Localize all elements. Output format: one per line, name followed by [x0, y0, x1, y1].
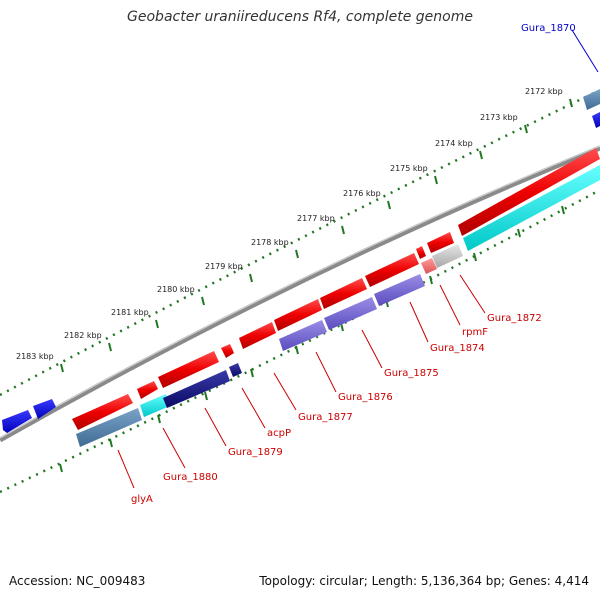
- genome-backbone-highlight: [0, 145, 600, 439]
- tick-label: 2174 kbp: [435, 139, 473, 148]
- inner-tick-mark: [250, 368, 254, 378]
- gene-gura1872-gray[interactable]: [432, 244, 463, 268]
- gene-acpP-red[interactable]: [221, 344, 234, 358]
- gene-gura1880-red[interactable]: [137, 381, 158, 399]
- gene-label[interactable]: Gura_1875: [384, 368, 439, 379]
- gene-labels: Gura_1872 rpmF Gura_1874 Gura_1875 Gura_1876…: [117, 274, 542, 505]
- tick-mark: [387, 200, 391, 210]
- tick-label: 2181 kbp: [111, 308, 149, 317]
- page-title: Geobacter uraniireducens Rf4, complete g…: [127, 9, 473, 25]
- inner-dotted-ring: [0, 188, 600, 494]
- gene-leader-line: [361, 329, 383, 369]
- tick-labels: 2172 kbp 2173 kbp 2174 kbp 2175 kbp 2176 kbp…: [16, 87, 563, 361]
- gene-gura1876-purple[interactable]: [279, 320, 327, 351]
- gene-gura1875-purple[interactable]: [324, 297, 377, 330]
- inner-tick-marks: [59, 205, 565, 473]
- gene-gura1879-navy[interactable]: [163, 370, 230, 408]
- tick-label: 2182 kbp: [64, 331, 102, 340]
- tick-label: 2179 kbp: [205, 262, 243, 271]
- gene-gura1874-red[interactable]: [416, 246, 426, 259]
- tick-mark: [249, 273, 253, 283]
- inner-tick-mark: [204, 391, 208, 401]
- gene-label[interactable]: Gura_1877: [298, 412, 353, 423]
- gene-gura1870-blue[interactable]: [592, 112, 600, 128]
- gene-gura1870-slate[interactable]: [583, 89, 600, 110]
- gene-label-gura1870[interactable]: Gura_1870: [521, 23, 576, 34]
- inner-tick-mark: [429, 275, 433, 285]
- tick-label: 2177 kbp: [297, 214, 335, 223]
- gene-gura1880-cyan[interactable]: [140, 394, 170, 417]
- gene-leader-line: [162, 427, 186, 469]
- tick-mark: [524, 124, 528, 134]
- gene-leader-line: [459, 274, 486, 314]
- gene-label[interactable]: glyA: [131, 494, 153, 505]
- gene-gura1876-red-a[interactable]: [274, 299, 322, 331]
- tick-mark: [155, 319, 159, 329]
- gene-forward-blue-2[interactable]: [33, 399, 56, 419]
- gene-gura1877-red[interactable]: [239, 322, 276, 349]
- gene-leader-line: [273, 372, 297, 411]
- tick-mark: [479, 150, 483, 160]
- gene-rpmF-red[interactable]: [427, 232, 454, 253]
- gene-leader-line: [117, 449, 135, 489]
- gene-leader-line: [315, 351, 337, 393]
- forward-strand-genes: [72, 148, 600, 430]
- gene-label[interactable]: rpmF: [462, 327, 488, 338]
- genome-backbone: [0, 145, 600, 443]
- inner-tick-mark: [517, 228, 521, 238]
- inner-tick-mark: [561, 205, 565, 215]
- gene-gura1879-red[interactable]: [158, 351, 219, 388]
- tick-label: 2172 kbp: [525, 87, 563, 96]
- inner-tick-mark: [109, 438, 113, 448]
- tick-label: 2180 kbp: [157, 285, 195, 294]
- gene-gura1872-red[interactable]: [458, 148, 600, 236]
- gene-glyA-slate[interactable]: [76, 408, 142, 447]
- inner-tick-mark: [295, 345, 299, 355]
- gene-rpmF-pink[interactable]: [421, 258, 437, 274]
- gene-gura1871-cyan[interactable]: [463, 165, 600, 251]
- accession-text: Accession: NC_009483: [9, 574, 146, 588]
- gene-leader-line: [439, 284, 461, 326]
- reverse-strand-genes: [76, 165, 600, 447]
- tick-mark: [60, 363, 64, 373]
- tick-label: 2178 kbp: [251, 238, 289, 247]
- tick-label: 2176 kbp: [343, 189, 381, 198]
- tick-mark: [341, 225, 345, 235]
- gene-label[interactable]: Gura_1872: [487, 313, 542, 324]
- gene-label[interactable]: Gura_1874: [430, 343, 485, 354]
- tick-mark: [108, 342, 112, 352]
- gene-gura1876-red-b[interactable]: [320, 278, 367, 309]
- inner-tick-mark: [59, 463, 63, 473]
- gene-acpP-navy[interactable]: [229, 363, 242, 377]
- tick-mark: [295, 249, 299, 259]
- gene-label[interactable]: Gura_1876: [338, 392, 393, 403]
- gene-label[interactable]: Gura_1879: [228, 447, 283, 458]
- inner-tick-mark: [473, 252, 477, 262]
- tick-mark: [201, 296, 205, 306]
- gene-leader-line: [409, 301, 429, 343]
- gene-leader-line: [204, 407, 227, 447]
- gene-glyA-red[interactable]: [72, 394, 133, 430]
- tick-mark: [569, 98, 573, 108]
- gene-gura1874-purple[interactable]: [374, 274, 425, 306]
- gene-gura1875-red[interactable]: [365, 253, 419, 287]
- gene-label[interactable]: Gura_1880: [163, 472, 218, 483]
- gene-forward-blue-1[interactable]: [2, 410, 32, 433]
- tick-ring: 2172 kbp 2173 kbp 2174 kbp 2175 kbp 2176 kbp…: [0, 87, 597, 397]
- tick-marks: [60, 98, 573, 373]
- tick-mark: [434, 175, 438, 185]
- gene-label[interactable]: acpP: [267, 428, 291, 439]
- gura1870-leader-line: [571, 29, 599, 73]
- tick-label: 2175 kbp: [390, 164, 428, 173]
- tick-label: 2183 kbp: [16, 352, 54, 361]
- inner-tick-mark: [157, 414, 161, 424]
- gene-leader-line: [241, 387, 266, 429]
- topology-text: Topology: circular; Length: 5,136,364 bp…: [259, 574, 589, 588]
- tick-label: 2173 kbp: [480, 113, 518, 122]
- tick-ring-dots: [0, 90, 597, 397]
